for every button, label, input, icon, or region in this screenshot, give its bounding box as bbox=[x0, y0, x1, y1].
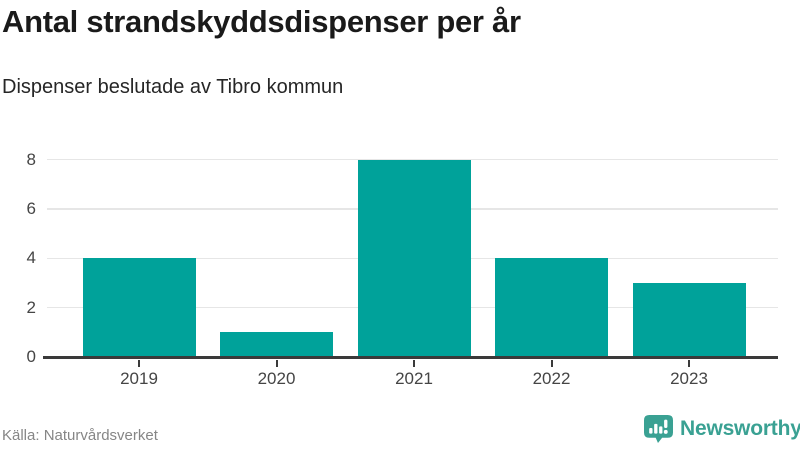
bar-2019 bbox=[82, 258, 196, 357]
y-tick-label-2: 2 bbox=[26, 297, 36, 317]
x-tick-label-2019: 2019 bbox=[120, 369, 158, 388]
brand-name: Newsworthy bbox=[680, 417, 800, 440]
brand-lockup: Newsworthy bbox=[644, 415, 800, 443]
newsworthy-logo-icon bbox=[644, 415, 673, 443]
y-tick-label-6: 6 bbox=[26, 199, 36, 219]
x-tick-label-2023: 2023 bbox=[670, 369, 708, 388]
x-tick-label-2022: 2022 bbox=[532, 369, 571, 388]
x-tick-label-2020: 2020 bbox=[257, 369, 296, 388]
x-tick-mark-2023 bbox=[688, 359, 690, 367]
gridline-8 bbox=[47, 159, 778, 161]
chart-subtitle: Dispenser beslutade av Tibro kommun bbox=[2, 76, 344, 98]
y-tick-label-0: 0 bbox=[26, 347, 36, 366]
x-tick-label-2021: 2021 bbox=[395, 369, 433, 388]
bar-2023 bbox=[632, 283, 746, 357]
y-tick-label-4: 4 bbox=[26, 248, 36, 268]
bar-2021 bbox=[357, 159, 471, 357]
x-tick-mark-2020 bbox=[275, 359, 278, 367]
x-tick-mark-2021 bbox=[413, 359, 415, 367]
x-tick-mark-2022 bbox=[550, 359, 553, 367]
bar-2020 bbox=[220, 332, 333, 357]
x-tick-mark-2019 bbox=[138, 359, 140, 367]
source-caption: Källa: Naturvårdsverket bbox=[2, 427, 158, 444]
y-tick-label-8: 8 bbox=[26, 149, 36, 169]
x-axis-line bbox=[43, 356, 778, 359]
bar-2022 bbox=[495, 258, 608, 357]
chart-title: Antal strandskyddsdispenser per år bbox=[2, 4, 521, 39]
